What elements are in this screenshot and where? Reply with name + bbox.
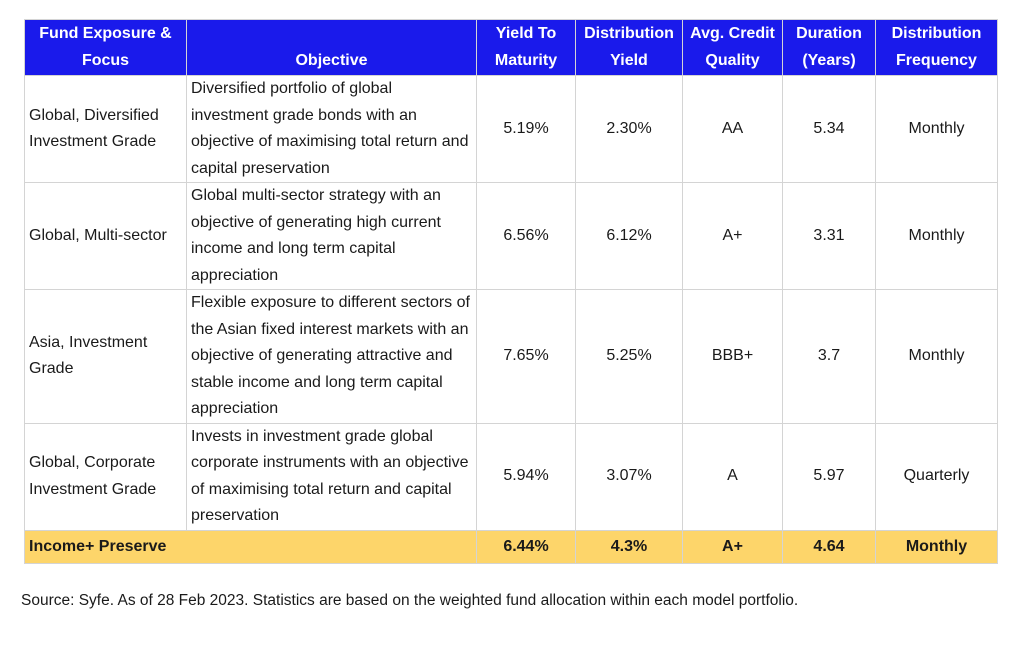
duration-cell: 3.7 <box>782 289 876 424</box>
table-header: Fund Exposure & Focus Objective Yield To… <box>24 19 998 76</box>
header-objective: Objective <box>186 19 477 76</box>
portfolio-name-cell: Income+ Preserve <box>24 529 477 564</box>
distribution-frequency-cell: Monthly <box>875 182 998 290</box>
distribution-frequency-cell: Monthly <box>875 75 998 183</box>
table-row: Global, Corporate Investment Grade Inves… <box>24 422 998 531</box>
credit-quality-cell: A <box>682 422 783 531</box>
distribution-frequency-cell: Quarterly <box>875 422 998 531</box>
credit-quality-cell: BBB+ <box>682 289 783 424</box>
distribution-yield-cell: 3.07% <box>575 422 683 531</box>
header-distribution-frequency: Distribution Frequency <box>875 19 998 76</box>
table-row: Global, Multi-sector Global multi-sector… <box>24 182 998 290</box>
objective-cell: Global multi-sector strategy with an obj… <box>186 182 477 290</box>
fund-exposure-cell: Global, Corporate Investment Grade <box>24 422 187 531</box>
yield-to-maturity-cell: 6.56% <box>476 182 576 290</box>
summary-yield-to-maturity-cell: 6.44% <box>476 529 576 564</box>
table-body: Global, Diversified Investment Grade Div… <box>24 75 998 564</box>
distribution-yield-cell: 5.25% <box>575 289 683 424</box>
distribution-yield-cell: 6.12% <box>575 182 683 290</box>
yield-to-maturity-cell: 7.65% <box>476 289 576 424</box>
objective-cell: Diversified portfolio of global investme… <box>186 75 477 183</box>
credit-quality-cell: AA <box>682 75 783 183</box>
summary-credit-quality-cell: A+ <box>682 529 783 564</box>
summary-distribution-yield-cell: 4.3% <box>575 529 683 564</box>
credit-quality-cell: A+ <box>682 182 783 290</box>
yield-to-maturity-cell: 5.19% <box>476 75 576 183</box>
objective-cell: Flexible exposure to different sectors o… <box>186 289 477 424</box>
duration-cell: 5.34 <box>782 75 876 183</box>
distribution-yield-cell: 2.30% <box>575 75 683 183</box>
header-fund-exposure: Fund Exposure & Focus <box>24 19 187 76</box>
header-distribution-yield: Distribution Yield <box>575 19 683 76</box>
fund-exposure-cell: Global, Diversified Investment Grade <box>24 75 187 183</box>
distribution-frequency-cell: Monthly <box>875 289 998 424</box>
summary-duration-cell: 4.64 <box>782 529 876 564</box>
source-note: Source: Syfe. As of 28 Feb 2023. Statist… <box>21 592 799 609</box>
duration-cell: 5.97 <box>782 422 876 531</box>
header-duration: Duration (Years) <box>782 19 876 76</box>
yield-to-maturity-cell: 5.94% <box>476 422 576 531</box>
summary-row: Income+ Preserve 6.44% 4.3% A+ 4.64 Mont… <box>24 529 998 564</box>
objective-cell: Invests in investment grade global corpo… <box>186 422 477 531</box>
table-row: Asia, Investment Grade Flexible exposure… <box>24 289 998 424</box>
fund-exposure-cell: Global, Multi-sector <box>24 182 187 290</box>
header-yield-to-maturity: Yield To Maturity <box>476 19 576 76</box>
summary-distribution-frequency-cell: Monthly <box>875 529 998 564</box>
duration-cell: 3.31 <box>782 182 876 290</box>
header-avg-credit-quality: Avg. Credit Quality <box>682 19 783 76</box>
table-row: Global, Diversified Investment Grade Div… <box>24 75 998 183</box>
fund-exposure-cell: Asia, Investment Grade <box>24 289 187 424</box>
fund-comparison-table: Fund Exposure & Focus Objective Yield To… <box>24 19 998 564</box>
header-row: Fund Exposure & Focus Objective Yield To… <box>24 19 998 76</box>
